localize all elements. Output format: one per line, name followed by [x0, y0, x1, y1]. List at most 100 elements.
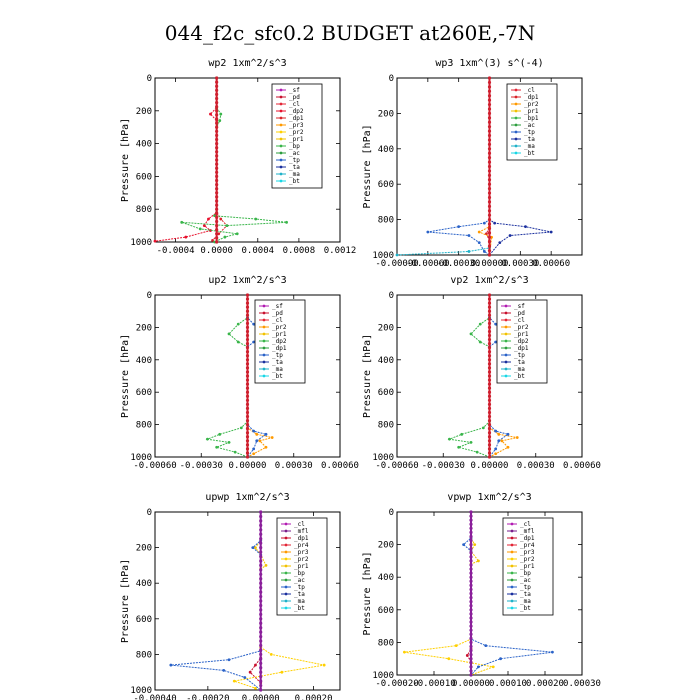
y-tick-label: 0 — [147, 508, 152, 518]
x-tick-label: -0.00060 — [133, 461, 176, 471]
series-line-tp — [427, 78, 490, 256]
data-point — [497, 432, 501, 436]
data-point — [222, 669, 226, 672]
panel-title: wp3 1xm^(3) s^(-4) — [435, 58, 543, 69]
chart-panel-wp3: wp3 1xm^(3) s^(-4)02004006008001000-0.00… — [362, 58, 583, 269]
y-tick-label: 600 — [136, 615, 152, 625]
data-point — [484, 644, 488, 648]
y-axis-label: Pressure [hPa] — [362, 334, 373, 418]
legend-label: _tp — [289, 157, 300, 164]
x-tick-label: -0.00060 — [406, 259, 449, 269]
legend-marker — [510, 529, 514, 533]
legend-marker — [284, 529, 288, 533]
legend-marker — [284, 578, 288, 582]
legend-marker — [514, 130, 518, 134]
y-tick-label: 800 — [136, 205, 152, 215]
y-tick-label: 200 — [378, 109, 394, 119]
y-tick-label: 200 — [136, 544, 152, 554]
data-point — [500, 439, 504, 443]
data-point — [235, 232, 239, 236]
legend-marker — [510, 571, 514, 575]
y-tick-label: 200 — [378, 323, 394, 333]
data-point — [477, 559, 480, 563]
legend-label: _bt — [514, 373, 525, 380]
legend-marker — [262, 360, 266, 364]
legend-marker — [504, 339, 508, 343]
legend-label: _dp1 — [294, 535, 309, 542]
legend-label: _ac — [520, 577, 531, 584]
data-point — [551, 650, 554, 654]
data-point — [280, 670, 284, 674]
legend-marker — [514, 109, 518, 113]
x-tick-label: -0.00010 — [412, 679, 455, 689]
data-point — [252, 452, 256, 456]
data-point — [218, 432, 222, 436]
legend-marker — [510, 557, 514, 561]
legend-marker — [514, 144, 518, 148]
data-point — [254, 686, 257, 690]
legend-label: _cl — [520, 521, 531, 528]
legend-label: _ta — [524, 136, 535, 143]
x-tick-label: 0.00000 — [471, 259, 509, 269]
series-line-pr2 — [247, 295, 273, 458]
panel-title: up2 1xm^2/s^3 — [208, 275, 286, 286]
y-tick-label: 200 — [378, 541, 394, 551]
panel-title: upwp 1xm^2/s^3 — [205, 492, 289, 503]
data-point — [264, 564, 268, 567]
data-point — [254, 546, 257, 549]
legend-label: _ac — [524, 122, 535, 129]
legend-marker — [284, 557, 288, 561]
data-point — [477, 241, 481, 245]
y-tick-label: 800 — [378, 638, 394, 648]
legend-marker — [279, 116, 283, 120]
data-point — [213, 214, 217, 218]
data-point — [219, 217, 223, 221]
legend-box — [271, 83, 323, 189]
data-point — [457, 445, 461, 449]
data-point — [252, 322, 256, 326]
legend-marker — [514, 88, 518, 92]
data-point — [169, 663, 173, 667]
y-tick-label: 600 — [378, 388, 394, 398]
data-point — [202, 224, 206, 228]
series-line-dp2 — [205, 295, 248, 458]
data-point — [285, 220, 288, 224]
data-point — [475, 450, 479, 454]
y-tick-label: 200 — [136, 323, 152, 333]
x-tick-label: 0.0000 — [200, 246, 233, 256]
data-point — [447, 657, 451, 661]
x-tick-label: 0.00030 — [563, 679, 601, 689]
data-point — [477, 665, 480, 669]
y-tick-label: 1000 — [130, 453, 152, 463]
y-axis-label: Pressure [hPa] — [120, 334, 131, 418]
data-point — [469, 332, 473, 336]
legend-marker — [262, 367, 266, 371]
data-point — [233, 450, 237, 454]
legend-label: _pr1 — [272, 331, 287, 338]
x-tick-label: 0.0012 — [324, 246, 357, 256]
data-point — [478, 322, 482, 326]
legend-marker — [510, 550, 514, 554]
data-point — [467, 250, 471, 253]
legend-label: _pr2 — [289, 129, 304, 136]
data-point — [184, 235, 188, 239]
data-point — [460, 432, 464, 436]
legend-label: _ac — [294, 577, 305, 584]
data-point — [258, 439, 262, 443]
data-point — [270, 436, 274, 439]
x-tick-label: 0.00020 — [526, 679, 564, 689]
x-tick-label: -0.00090 — [375, 259, 418, 269]
legend-label: _pd — [272, 310, 283, 317]
y-tick-label: 0 — [147, 291, 152, 301]
legend-label: _bt — [520, 605, 531, 612]
legend-marker — [514, 151, 518, 155]
data-point — [215, 445, 219, 449]
data-point — [232, 679, 236, 683]
y-tick-label: 800 — [136, 650, 152, 660]
legend-marker — [284, 592, 288, 596]
series-line-tp — [489, 295, 510, 458]
x-tick-label: 0.00010 — [489, 679, 527, 689]
series-line-bp — [181, 78, 287, 243]
legend-marker — [504, 346, 508, 350]
